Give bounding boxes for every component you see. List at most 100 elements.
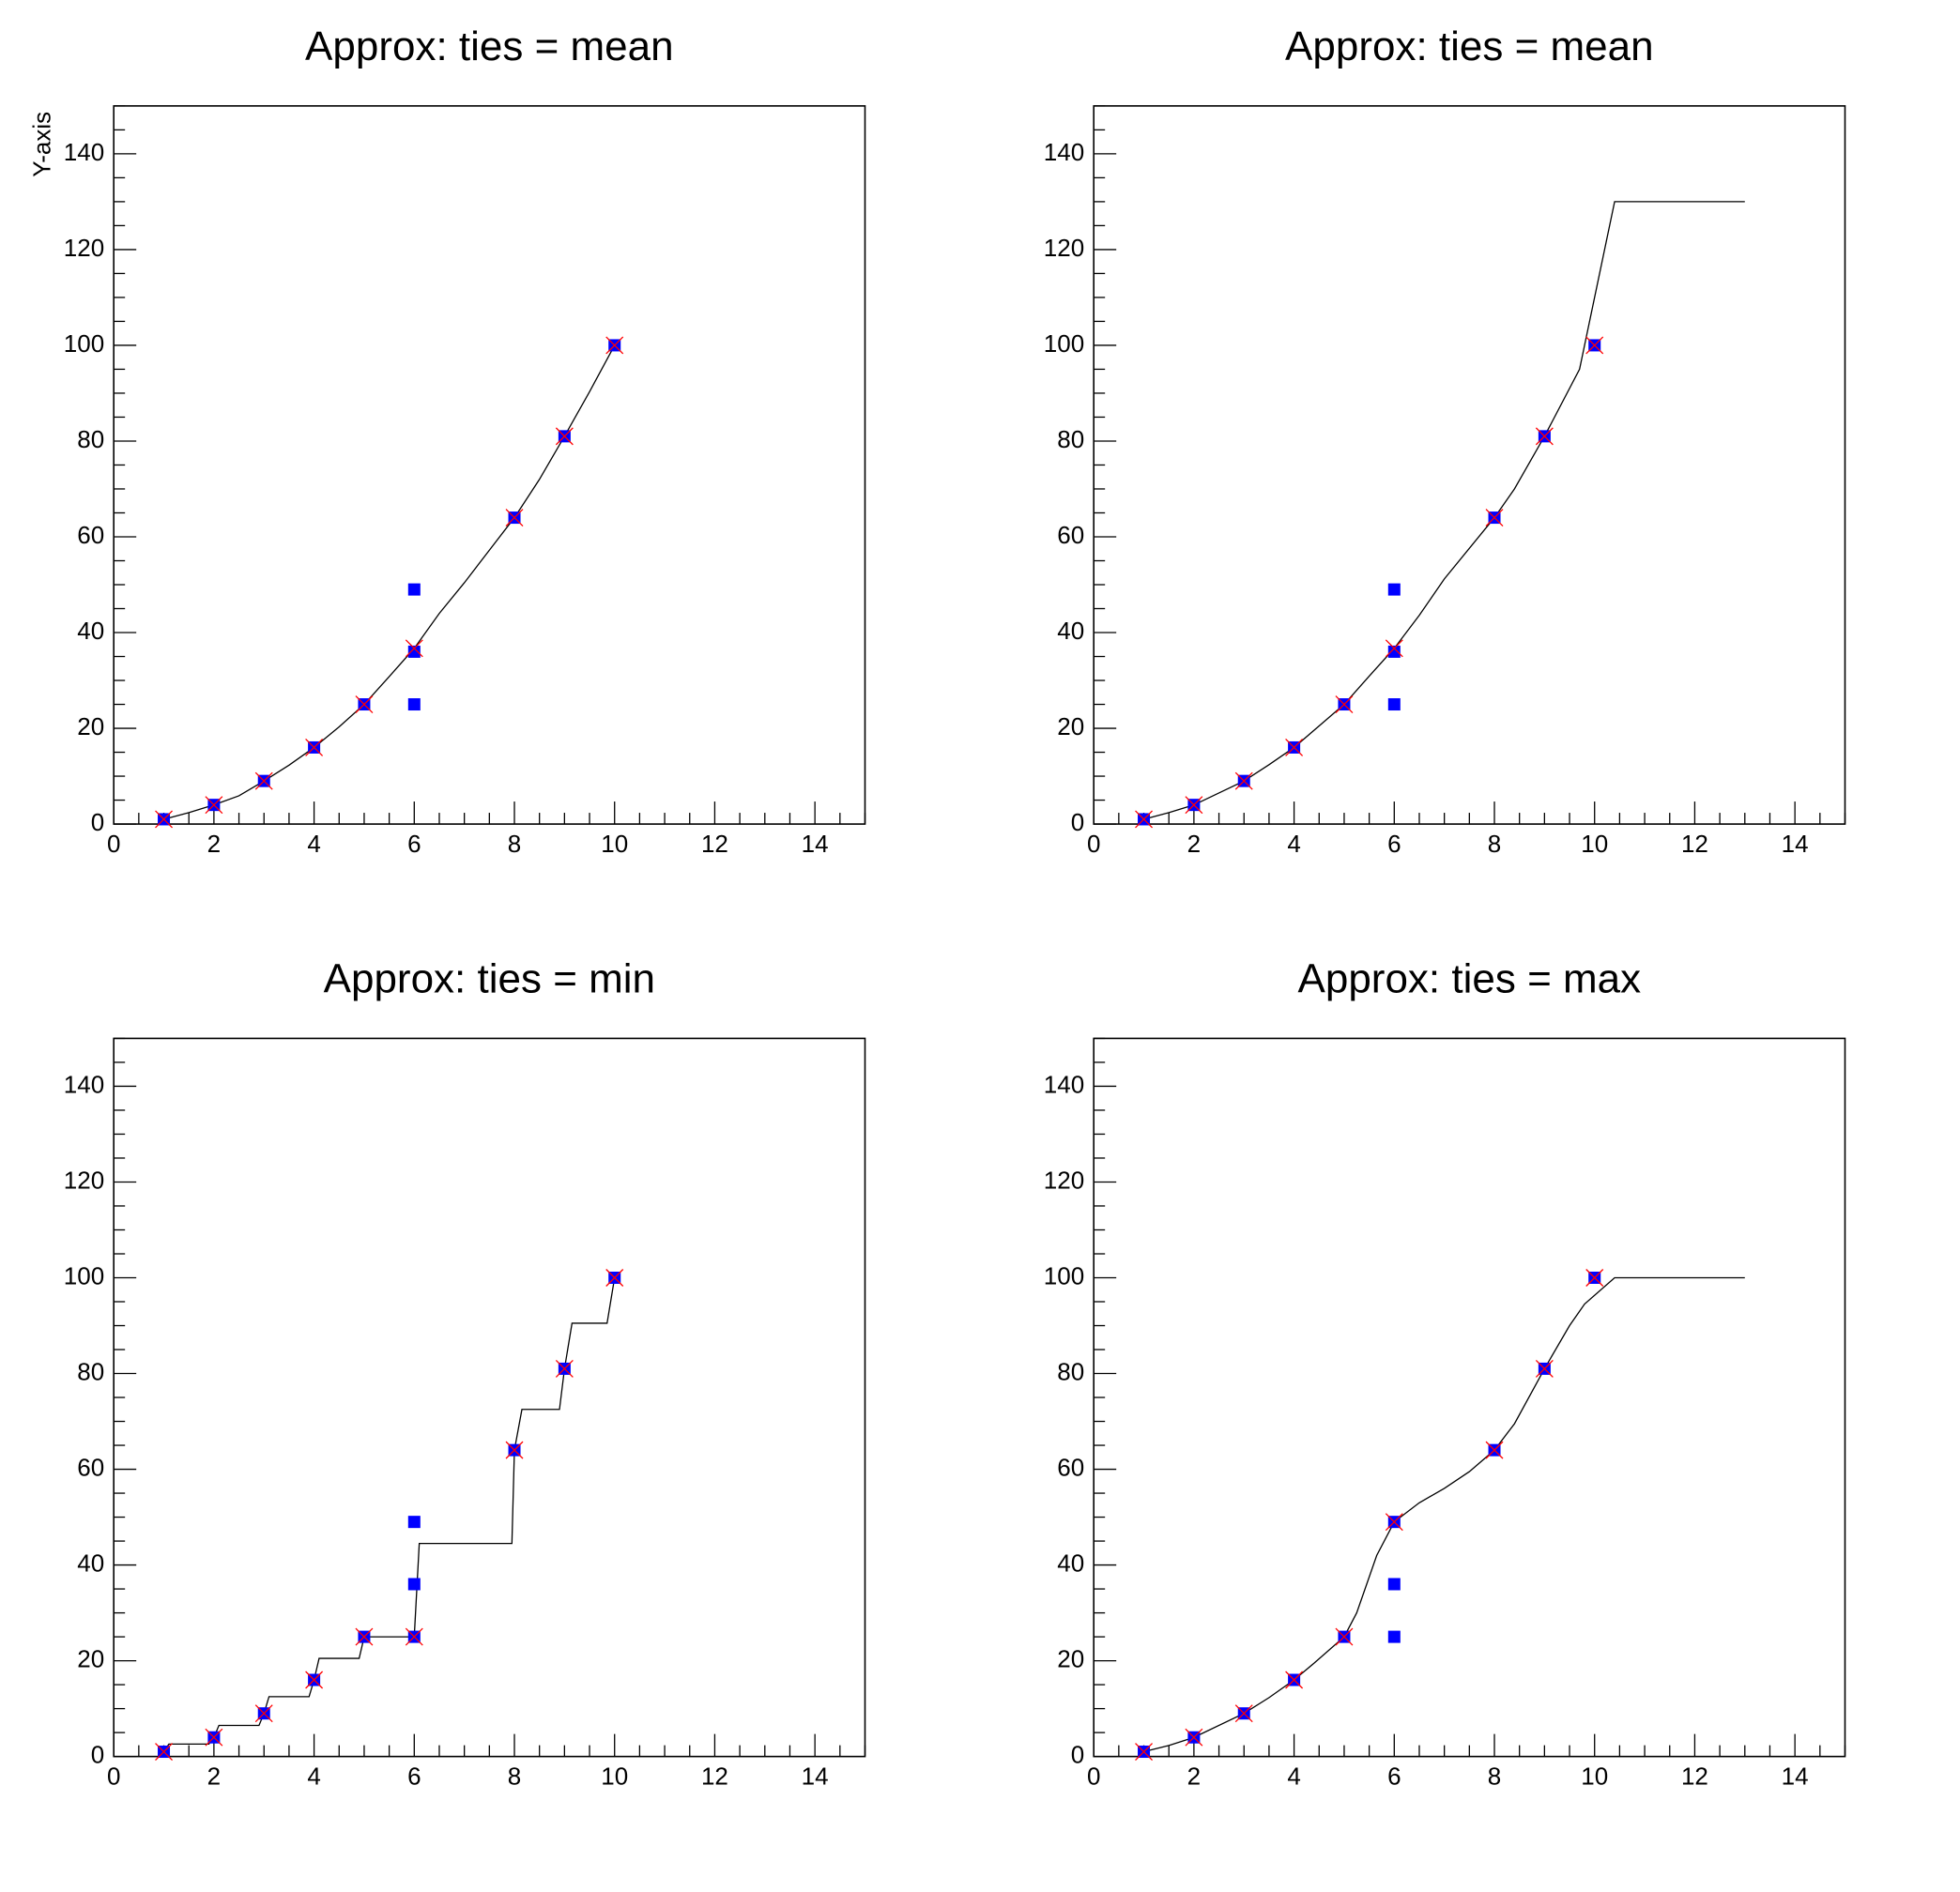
approx-point-stroke <box>1385 639 1403 658</box>
data-point <box>407 1516 421 1529</box>
approx-point-stroke <box>555 427 574 446</box>
approx-point <box>405 639 423 658</box>
approx-point-stroke <box>1234 771 1253 790</box>
y-tick-label: 120 <box>1044 1166 1084 1194</box>
approx-point <box>1485 509 1504 527</box>
x-tick-label: 12 <box>701 1762 728 1791</box>
chart-title: Approx: ties = max <box>1298 956 1642 1002</box>
x-tick-label: 14 <box>802 1762 829 1791</box>
approx-point-stroke <box>305 738 324 756</box>
approx-point-stroke <box>1535 427 1554 446</box>
approx-point-stroke <box>205 1728 223 1747</box>
y-tick-label: 20 <box>77 712 104 740</box>
x-tick-label: 6 <box>1387 1762 1401 1791</box>
plot-frame <box>113 105 866 825</box>
y-tick-label: 20 <box>1057 1644 1084 1672</box>
y-tick-label: 100 <box>1044 1261 1084 1289</box>
x-tick-label: 4 <box>1287 830 1300 858</box>
approx-point-stroke <box>1585 1269 1604 1287</box>
approx-curve <box>163 344 616 820</box>
data-point <box>1387 1578 1401 1591</box>
approx-point <box>1535 427 1554 446</box>
approx-point <box>605 1269 624 1287</box>
y-tick-label: 40 <box>77 617 104 645</box>
approx-point-stroke <box>505 1441 524 1459</box>
approx-point <box>1335 1627 1354 1646</box>
x-tick-label: 0 <box>1087 830 1100 858</box>
approx-point <box>1234 771 1253 790</box>
approx-point <box>1135 1743 1153 1761</box>
data-point <box>407 698 421 711</box>
data-point <box>1387 583 1401 596</box>
approx-point-stroke <box>605 336 624 355</box>
approx-point-stroke <box>1485 1441 1504 1459</box>
approx-point-stroke <box>355 1627 374 1646</box>
approx-point-stroke <box>1185 796 1203 815</box>
y-tick-label: 20 <box>77 1644 104 1672</box>
approx-point-stroke <box>1135 1743 1153 1761</box>
approx-point <box>1135 810 1153 829</box>
approx-point-stroke <box>1335 695 1354 713</box>
approx-point-stroke <box>254 1704 273 1723</box>
approx-point <box>155 1743 173 1761</box>
chart-title: Approx: ties = min <box>324 956 655 1002</box>
y-tick-label: 40 <box>77 1549 104 1577</box>
x-tick-label: 4 <box>307 1762 320 1791</box>
approx-point-stroke <box>1385 1513 1403 1532</box>
x-tick-label: 10 <box>601 1762 628 1791</box>
approx-point <box>205 796 223 815</box>
approx-point <box>1535 1359 1554 1378</box>
y-tick-label: 120 <box>1044 234 1084 262</box>
approx-point <box>1185 1728 1203 1747</box>
approx-point-stroke <box>1185 1728 1203 1747</box>
approx-point-stroke <box>1485 509 1504 527</box>
x-tick-label: 10 <box>601 830 628 858</box>
approx-point <box>555 427 574 446</box>
y-tick-label: 100 <box>64 329 104 358</box>
approx-point <box>254 771 273 790</box>
x-tick-label: 6 <box>407 830 421 858</box>
x-tick-label: 6 <box>407 1762 421 1791</box>
approx-point <box>505 1441 524 1459</box>
approx-point <box>1485 1441 1504 1459</box>
x-tick-label: 10 <box>1581 830 1608 858</box>
y-tick-label: 40 <box>1057 1549 1084 1577</box>
chart-title: Approx: ties = mean <box>1285 23 1654 69</box>
approx-point <box>1335 695 1354 713</box>
y-tick-label: 60 <box>77 521 104 549</box>
y-tick-label: 100 <box>64 1261 104 1289</box>
approx-point-stroke <box>505 509 524 527</box>
approx-point <box>1285 1671 1304 1689</box>
y-tick-label: 140 <box>64 1070 104 1098</box>
approx-point-stroke <box>1285 1671 1304 1689</box>
y-tick-label: 80 <box>77 1357 104 1385</box>
x-tick-label: 0 <box>107 1762 120 1791</box>
approx-point <box>1185 796 1203 815</box>
y-tick-label: 140 <box>1044 138 1084 166</box>
x-tick-label: 4 <box>307 830 320 858</box>
y-tick-label: 100 <box>1044 329 1084 358</box>
y-tick-label: 60 <box>1057 1453 1084 1481</box>
y-tick-label: 60 <box>77 1453 104 1481</box>
approx-point-stroke <box>1335 1627 1354 1646</box>
approx-point <box>555 1359 574 1378</box>
data-point <box>407 583 421 596</box>
x-tick-label: 14 <box>1782 830 1809 858</box>
approx-point-stroke <box>155 1743 173 1761</box>
approx-point <box>305 1671 324 1689</box>
y-tick-label: 140 <box>1044 1070 1084 1098</box>
approx-curve <box>1143 201 1745 820</box>
approx-point-stroke <box>305 1671 324 1689</box>
x-tick-label: 2 <box>207 830 221 858</box>
approx-point-stroke <box>1535 1359 1554 1378</box>
plot-frame <box>1093 1037 1846 1758</box>
x-tick-label: 0 <box>1087 1762 1100 1791</box>
y-tick-label: 120 <box>64 1166 104 1194</box>
y-tick-label: 20 <box>1057 712 1084 740</box>
data-point <box>407 1578 421 1591</box>
y-tick-label: 0 <box>91 1741 104 1769</box>
data-point <box>1387 698 1401 711</box>
plot-frame <box>1093 105 1846 825</box>
x-tick-label: 14 <box>802 830 829 858</box>
